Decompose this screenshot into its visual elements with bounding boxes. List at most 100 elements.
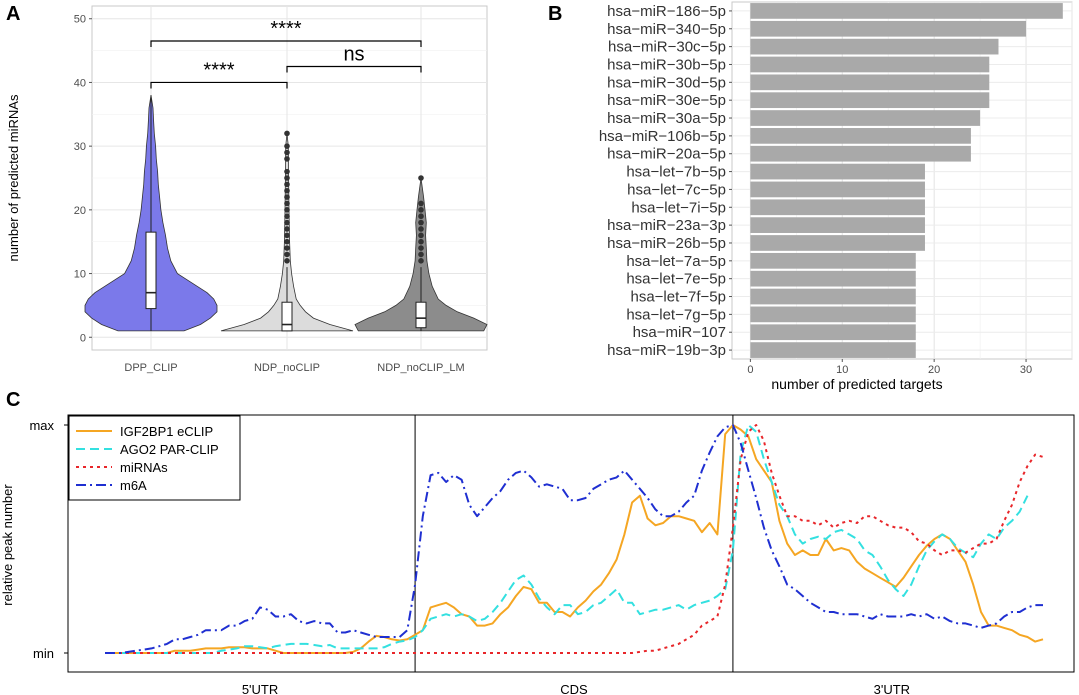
legend-label: m6A: [120, 478, 147, 493]
line-legend: IGF2BP1 eCLIP AGO2 PAR-CLIP miRNAs m6A: [68, 415, 241, 501]
violin-y-tick-label: 10: [74, 269, 86, 281]
violin-outlier-point: [418, 175, 424, 181]
bar-11: [750, 181, 925, 198]
bar-chart-area: [731, 1, 1073, 360]
bar-y-tick-label: hsa−miR−26b−5p: [607, 235, 726, 252]
bar-y-tick-label: hsa−let−7g−5p: [626, 306, 726, 323]
legend-label: IGF2BP1 eCLIP: [120, 424, 213, 439]
bar-12: [750, 199, 925, 216]
bar-y-tick-label: hsa−let−7a−5p: [626, 253, 726, 270]
violin-outlier-point: [284, 219, 290, 226]
bar-y-tick-label: hsa−miR−30b−5p: [607, 56, 726, 73]
significance-label: ns: [343, 44, 364, 66]
bar-13: [750, 217, 925, 233]
violin-outlier-point: [284, 143, 290, 149]
significance-label: ****: [270, 18, 301, 40]
bar-y-tick-label: hsa−miR−107: [633, 324, 726, 341]
bar-18: [750, 306, 916, 323]
violin-outlier-point: [284, 168, 290, 175]
line-y-axis-label: relative peak number: [0, 484, 15, 606]
violin-shape-ndp-noclip: [220, 133, 354, 332]
series-line-m6a: [105, 424, 1043, 654]
bar-2: [750, 20, 1027, 37]
bar-y-tick-label: hsa−miR−23a−3p: [607, 217, 726, 234]
violin-outlier-point: [284, 232, 290, 239]
bar-7: [750, 110, 981, 126]
violin-y-tick-label: 40: [74, 77, 86, 89]
bar-y-tick-label: hsa−miR−20a−5p: [607, 146, 726, 163]
bar-8: [750, 128, 971, 144]
panel-letter-b: B: [548, 3, 562, 25]
violin-outlier-point: [418, 200, 424, 207]
bar-y-tick-label: hsa−miR−30d−5p: [607, 74, 726, 91]
significance-bracket: [150, 81, 288, 89]
violin-outlier-point: [418, 238, 424, 245]
bar-9: [750, 145, 971, 162]
bar-y-tick-label: hsa−let−7i−5p: [631, 199, 726, 216]
bar-y-tick-label: hsa−let−7b−5p: [626, 164, 726, 181]
significance-bracket: [150, 40, 422, 48]
bar-y-tick-label: hsa−let−7e−5p: [626, 271, 726, 288]
legend-label: miRNAs: [120, 460, 168, 475]
bar-y-tick-label: hsa−miR−340−5p: [607, 21, 726, 38]
bar-4: [750, 56, 990, 73]
violin-box: [281, 301, 293, 332]
bar-19: [750, 324, 916, 341]
violin-outlier-point: [418, 226, 424, 232]
violin-outlier-point: [284, 187, 290, 194]
region-label: 3'UTR: [874, 682, 910, 695]
bar-1: [750, 3, 1063, 19]
line-y-tick-label: min: [33, 646, 54, 661]
violin-box: [145, 231, 157, 310]
bar-y-tick-label: hsa−miR−30e−5p: [607, 92, 726, 109]
violin-outlier-point: [284, 213, 290, 220]
bar-y-tick-label: hsa−miR−186−5p: [607, 3, 726, 20]
violin-outlier-point: [284, 149, 290, 156]
line-chart-panel: min max 5'UTR CDS 3'UTR relative peak number…: [0, 414, 1075, 695]
violin-outlier-point: [418, 232, 424, 239]
violin-outlier-point: [418, 258, 424, 264]
bar-3: [750, 38, 999, 55]
significance-bracket: [286, 65, 422, 73]
violin-y-tick-label: 30: [74, 141, 86, 153]
bar-chart-panel: 0 10 20 30 hsa−miR−186−5phsa−miR−340−5phsa−…: [599, 1, 1073, 392]
region-label: CDS: [560, 682, 588, 695]
bar-14: [750, 235, 925, 251]
bar-x-axis-label: number of predicted targets: [771, 376, 942, 392]
violin-outlier-point: [284, 194, 290, 200]
violin-outlier-point: [418, 207, 424, 213]
violin-outlier-point: [284, 258, 290, 264]
violin-box: [415, 301, 427, 329]
series-line-mirnas: [105, 424, 1044, 654]
bar-5: [750, 74, 990, 91]
violin-y-axis-label: number of predicted miRNAs: [6, 94, 21, 261]
violin-outlier-point: [284, 226, 290, 232]
region-label: 5'UTR: [242, 682, 278, 695]
panel-letter-a: A: [6, 3, 20, 25]
violin-y-tick-label: 0: [80, 332, 86, 344]
bar-17: [750, 288, 916, 305]
violin-outlier-point: [284, 175, 290, 181]
violin-y-tick-label: 20: [74, 205, 86, 217]
bar-16: [750, 270, 916, 287]
violin-outlier-point: [284, 181, 290, 188]
bar-x-tick-label: 0: [747, 364, 753, 376]
bar-y-tick-label: hsa−miR−19b−3p: [607, 342, 726, 359]
significance-label: ****: [203, 59, 234, 81]
panel-letter-c: C: [6, 389, 20, 411]
violin-outlier-point: [284, 130, 290, 137]
bar-x-tick-label: 20: [928, 364, 940, 376]
bar-15: [750, 252, 916, 269]
bar-y-tick-label: hsa−let−7c−5p: [627, 181, 726, 198]
series-line-ago2-par-clip: [105, 424, 1029, 654]
violin-outlier-point: [418, 245, 424, 251]
bar-y-tick-label: hsa−miR−106b−5p: [599, 128, 726, 145]
violin-outlier-point: [284, 207, 290, 213]
violin-x-tick-label: NDP_noCLIP: [254, 362, 320, 374]
violin-outlier-point: [418, 251, 424, 258]
violin-outlier-point: [284, 200, 290, 207]
bar-10: [750, 163, 925, 180]
violin-x-tick-label: NDP_noCLIP_LM: [377, 362, 464, 374]
violin-x-tick-label: DPP_CLIP: [124, 362, 177, 374]
